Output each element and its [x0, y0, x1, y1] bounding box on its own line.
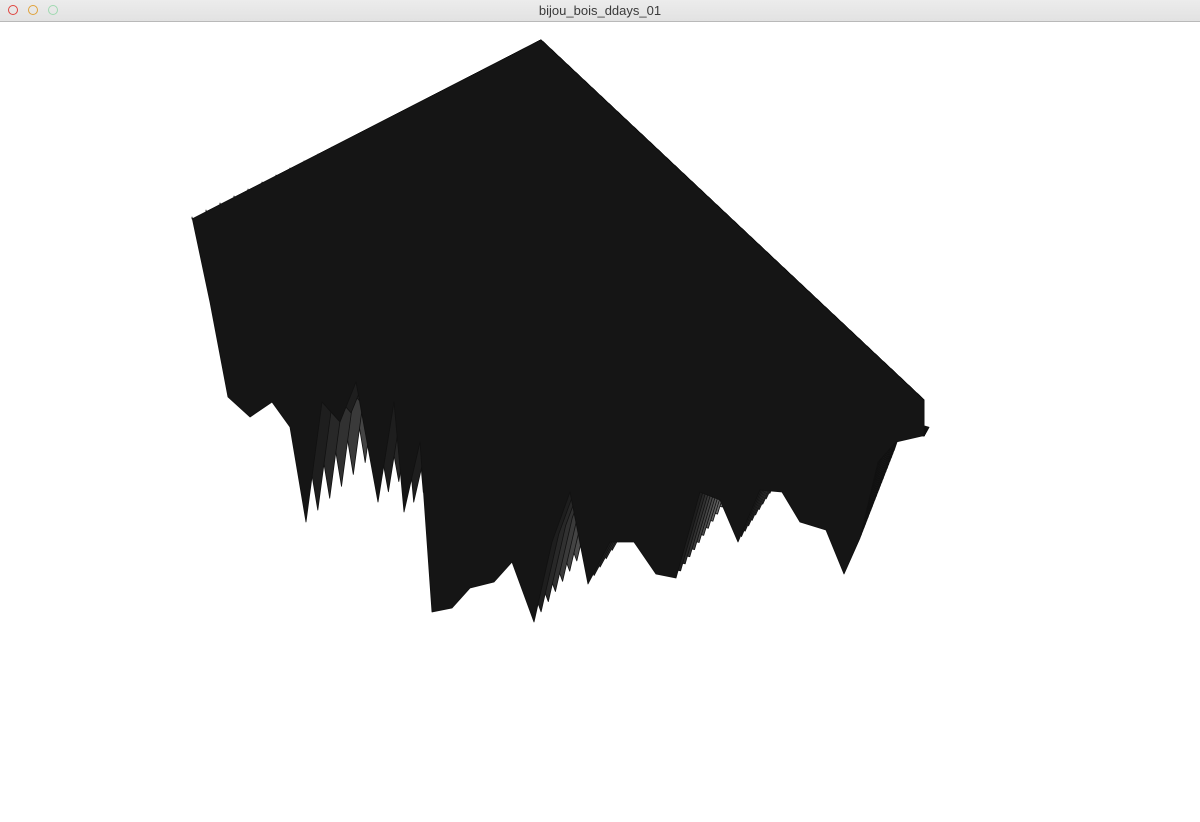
title-bar[interactable]: bijou_bois_ddays_01 [0, 0, 1200, 22]
window-title: bijou_bois_ddays_01 [538, 3, 662, 18]
layered-terrain-plot [191, 39, 930, 623]
close-button[interactable] [8, 5, 18, 15]
surface-back-edge [540, 39, 925, 436]
maximize-button[interactable] [48, 5, 58, 15]
minimize-button[interactable] [28, 5, 38, 15]
sketch-canvas[interactable] [0, 22, 1200, 822]
surface-layer [191, 39, 925, 623]
